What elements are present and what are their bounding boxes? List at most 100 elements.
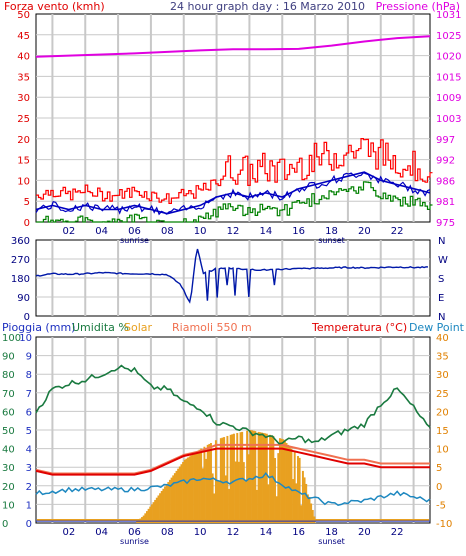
temperature-tick-label: 35 [436,352,449,363]
legend-dew-point: Dew Point [409,321,465,334]
solar-bar [290,448,293,523]
rain-tick-label: 8 [26,370,32,381]
legend-solar: Solar [124,321,153,334]
solar-bar [172,475,175,523]
solar-bar [160,491,163,523]
solar-bar [280,438,283,523]
solar-bar [234,461,237,523]
temperature-tick-label: -10 [436,519,452,530]
solar-bar [277,453,280,523]
legend-temperature: Temperatura (°C) [311,321,407,334]
wind-min-line [36,181,433,223]
solar-bar [213,493,216,523]
temperature-tick-label: 0 [436,482,442,493]
legend-humidity: Umidita % [72,321,129,334]
wind-tick-label: 40 [17,52,30,63]
temperature-tick-label: 15 [436,426,449,437]
rain-tick-label: 4 [26,445,32,456]
pressure-title: Pressione (hPa) [376,0,460,13]
solar-bar [187,457,189,523]
solar-bar [226,435,229,523]
humidity-tick-label: 30 [2,463,15,474]
solar-bar [177,468,180,523]
solar-bar [201,468,204,523]
solar-bar [237,461,240,523]
wind-tick-label: 30 [17,93,30,104]
hour-label: 14 [259,226,272,237]
humidity-tick-label: 60 [2,407,15,418]
solar-bar [247,454,250,523]
rain-tick-label: 7 [26,389,32,400]
solar-bar [190,455,193,523]
solar-bar [150,504,153,523]
rain-tick-label: 9 [26,352,32,363]
solar-bar [301,470,304,523]
solar-bar [270,435,273,523]
pressure-tick-label: 986 [436,176,455,187]
solar-bar [292,479,295,523]
rain-tick-label: 1 [26,500,32,511]
rain-tick-label: 5 [26,426,32,437]
solar-bar [196,450,199,523]
legend-station: Riamoli 550 m [172,321,252,334]
wind-tick-label: 50 [17,10,30,21]
hour-label: 06 [128,527,141,538]
pressure-line [35,35,431,58]
dew-point-line [35,471,431,507]
solar-bar [152,502,155,523]
solar-bar [165,484,168,523]
humidity-tick-label: 10 [2,500,15,511]
rain-tick-label: 10 [19,333,32,344]
solar-bar [224,475,227,523]
solar-bar [311,509,314,523]
solar-bar [267,484,270,523]
wind-tick-label: 45 [17,31,30,42]
hour-label: 02 [62,527,75,538]
solar-bar [175,470,178,523]
solar-bar [229,434,232,523]
wind-tick-label: 15 [17,156,30,167]
solar-bar [195,451,198,523]
humidity-line [35,364,431,445]
hour-label: 16 [292,226,305,237]
solar-bar [239,432,242,523]
direction-compass-label: S [438,274,444,285]
solar-bar [182,461,185,523]
wind-tick-label: 20 [17,135,30,146]
solar-bar [265,433,268,523]
hour-label: 04 [95,527,108,538]
solar-bar [246,430,249,523]
solar-bar [214,440,217,523]
wind-tick-label: 0 [24,218,30,229]
solar-bar [293,452,296,523]
solar-bar [255,489,258,523]
solar-bar [145,511,148,523]
solar-bar [205,458,208,523]
grid-layer [36,14,430,523]
solar-bar [159,493,162,523]
hour-label: 14 [259,527,272,538]
hour-label: 08 [161,527,174,538]
solar-bar [183,459,186,523]
solar-bar [210,443,212,523]
graph-title: 24 hour graph day : 16 Marzo 2010 [170,0,365,13]
wind-gust-line [36,138,433,204]
label-layer: 5045403530252015105010311025102010151009… [2,10,461,546]
wind-title: Forza vento (kmh) [4,0,105,13]
hour-label: 08 [161,226,174,237]
solar-bar [249,430,252,523]
solar-bar [149,506,152,523]
wind-tick-label: 5 [24,197,30,208]
solar-bar [178,466,181,523]
solar-bar [300,505,303,523]
solar-bar [219,438,222,523]
solar-bar [264,433,267,523]
pressure-tick-label: 1009 [436,93,461,104]
solar-bar [274,458,276,523]
pressure-tick-label: 992 [436,156,455,167]
solar-bar [236,432,239,523]
solar-bar [188,456,191,523]
temperature-tick-label: 10 [436,445,449,456]
hour-label: 20 [358,226,371,237]
direction-compass-label: N [438,236,445,247]
